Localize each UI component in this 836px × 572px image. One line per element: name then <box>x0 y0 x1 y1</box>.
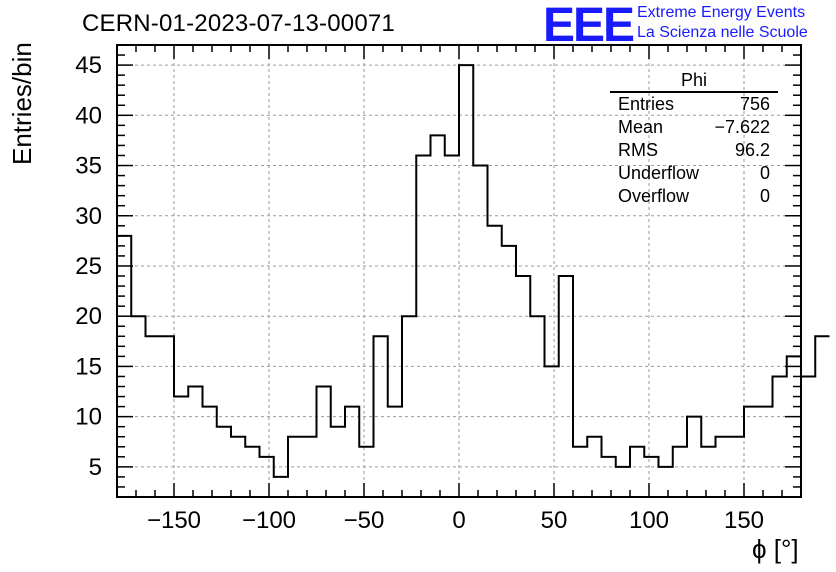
stats-row: Underflow 0 <box>610 162 778 185</box>
stats-label: Entries <box>618 94 675 114</box>
x-tick-label: 150 <box>724 507 764 534</box>
x-tick-label: 50 <box>541 507 568 534</box>
y-axis-label: Entries/bin <box>7 42 37 165</box>
stats-box: Phi Entries 756 Mean −7.622 RMS 96.2 Und… <box>610 70 778 208</box>
stats-title: Phi <box>610 70 778 93</box>
x-tick-label: 100 <box>629 507 669 534</box>
stats-row: RMS 96.2 <box>610 139 778 162</box>
y-tick-label: 10 <box>75 404 102 431</box>
stats-label: Overflow <box>618 186 690 206</box>
stats-label: RMS <box>618 140 658 160</box>
stats-row: Overflow 0 <box>610 185 778 208</box>
x-axis-label: ϕ [°] <box>752 534 799 564</box>
x-tick-label: −150 <box>147 507 201 534</box>
y-tick-label: 30 <box>75 203 102 230</box>
stats-value: 0 <box>759 163 770 183</box>
y-tick-label: 25 <box>75 253 102 280</box>
chart-title: CERN-01-2023-07-13-00071 <box>82 10 395 37</box>
y-tick-label: 35 <box>75 153 102 180</box>
stats-label: Underflow <box>618 163 700 183</box>
x-tick-label: −50 <box>344 507 385 534</box>
histogram-series <box>117 64 830 478</box>
x-tick-label: −100 <box>242 507 296 534</box>
logo-text-line2: La Scienza nelle Scuole <box>637 24 808 41</box>
stats-label: Mean <box>618 117 664 137</box>
y-tick-label: 5 <box>89 454 102 481</box>
stats-row: Mean −7.622 <box>610 116 778 139</box>
eee-logo: EEE <box>543 0 635 52</box>
stats-value: 756 <box>739 94 770 114</box>
logo-text-line1: Extreme Energy Events <box>637 4 806 21</box>
stats-value: 0 <box>759 186 770 206</box>
stats-row: Entries 756 <box>610 93 778 116</box>
y-tick-label: 40 <box>75 102 102 129</box>
y-tick-label: 45 <box>75 52 102 79</box>
x-tick-label: 0 <box>452 507 465 534</box>
y-tick-label: 15 <box>75 353 102 380</box>
y-tick-label: 20 <box>75 303 102 330</box>
stats-value: 96.2 <box>734 140 770 160</box>
stats-value: −7.622 <box>714 117 770 137</box>
